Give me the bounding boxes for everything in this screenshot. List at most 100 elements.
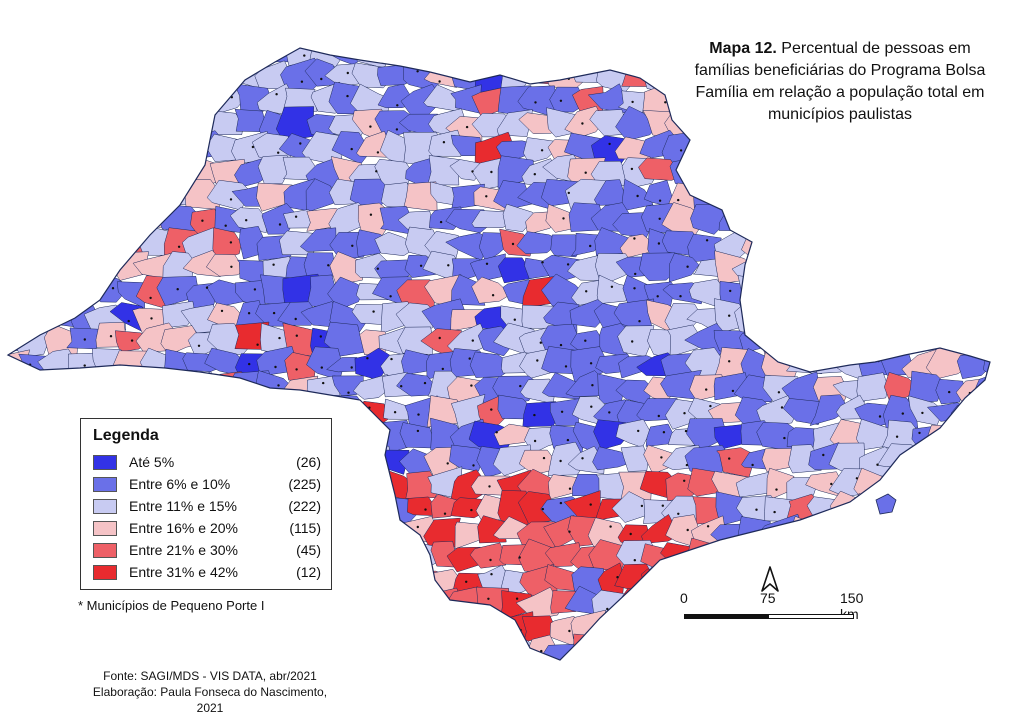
small-municipality-marker — [608, 411, 611, 414]
small-municipality-marker — [707, 655, 710, 658]
municipality-shape — [60, 369, 98, 400]
municipality-shape — [8, 587, 28, 621]
municipality-shape — [809, 298, 848, 323]
municipality-shape — [182, 62, 226, 94]
municipality-shape — [445, 660, 482, 692]
small-municipality-marker — [731, 389, 735, 393]
small-municipality-marker — [32, 264, 36, 268]
municipality-shape — [905, 180, 942, 211]
municipality-shape — [877, 131, 920, 162]
small-municipality-marker — [127, 191, 131, 194]
legend-item: Até 5% (26) — [93, 451, 321, 473]
small-municipality-marker — [968, 526, 971, 530]
small-municipality-marker — [256, 343, 259, 346]
municipality-shape — [925, 492, 972, 525]
small-municipality-marker — [948, 390, 951, 394]
municipality-shape — [179, 371, 219, 397]
small-municipality-marker — [875, 488, 878, 491]
small-municipality-marker — [177, 245, 181, 248]
legend: Legenda Até 5% (26) Entre 6% e 10% (225) Ent… — [80, 418, 332, 590]
ilha-bela-island — [875, 493, 897, 515]
municipality-shape — [810, 326, 851, 348]
small-municipality-marker — [245, 219, 248, 222]
small-municipality-marker — [924, 239, 927, 242]
small-municipality-marker — [31, 650, 34, 653]
municipality-shape — [815, 133, 845, 166]
municipality-shape — [8, 515, 27, 548]
municipality-shape — [761, 180, 804, 213]
small-municipality-marker — [585, 645, 589, 649]
legend-count: (12) — [296, 564, 321, 580]
small-municipality-marker — [855, 477, 859, 480]
municipality-shape — [687, 634, 726, 660]
small-municipality-marker — [851, 680, 853, 682]
small-municipality-marker — [443, 512, 447, 515]
small-municipality-marker — [130, 339, 134, 342]
small-municipality-marker — [683, 412, 686, 415]
small-municipality-marker — [12, 146, 15, 150]
small-municipality-marker — [1000, 577, 1002, 579]
small-municipality-marker — [686, 528, 689, 532]
municipality-shape — [8, 113, 31, 141]
municipality-shape — [927, 451, 965, 475]
municipality-shape — [787, 329, 823, 353]
municipality-shape — [570, 346, 609, 383]
small-municipality-marker — [8, 343, 11, 346]
small-municipality-marker — [679, 295, 682, 298]
municipality-shape — [975, 633, 990, 660]
small-municipality-marker — [472, 464, 475, 467]
small-municipality-marker — [874, 150, 878, 153]
small-municipality-marker — [9, 238, 12, 241]
municipality-shape — [15, 275, 56, 310]
municipality-shape — [87, 112, 130, 133]
municipality-shape — [621, 610, 657, 640]
municipality-shape — [141, 59, 178, 91]
small-municipality-marker — [875, 238, 878, 241]
small-municipality-marker — [369, 125, 372, 128]
small-municipality-marker — [826, 357, 829, 360]
small-municipality-marker — [728, 314, 731, 317]
small-municipality-marker — [733, 678, 735, 680]
small-municipality-marker — [10, 439, 13, 443]
municipality-shape — [500, 48, 538, 65]
municipality-shape — [669, 157, 703, 190]
municipality-shape — [40, 610, 78, 642]
small-municipality-marker — [685, 463, 689, 467]
small-municipality-marker — [127, 319, 130, 323]
small-municipality-marker — [709, 671, 711, 673]
municipality-shape — [398, 661, 442, 690]
municipality-shape — [325, 442, 371, 476]
small-municipality-marker — [533, 439, 537, 443]
small-municipality-marker — [278, 223, 282, 226]
small-municipality-marker — [346, 94, 349, 98]
small-municipality-marker — [347, 391, 350, 394]
municipality-shape — [929, 162, 968, 182]
municipality-shape — [900, 451, 948, 471]
small-municipality-marker — [230, 52, 233, 56]
small-municipality-marker — [83, 364, 86, 367]
municipality-shape — [277, 643, 316, 660]
municipality-shape — [882, 563, 923, 596]
municipality-shape — [839, 330, 868, 358]
municipality-shape — [472, 48, 506, 71]
municipality-shape — [665, 662, 703, 685]
small-municipality-marker — [589, 244, 592, 248]
small-municipality-marker — [447, 264, 450, 267]
small-municipality-marker — [798, 552, 802, 555]
small-municipality-marker — [376, 487, 379, 490]
municipality-shape — [852, 300, 894, 331]
small-municipality-marker — [103, 626, 106, 629]
municipality-shape — [159, 48, 201, 68]
small-municipality-marker — [443, 53, 446, 56]
small-municipality-marker — [585, 290, 588, 293]
small-municipality-marker — [376, 267, 379, 270]
municipality-shape — [44, 259, 78, 286]
small-municipality-marker — [728, 360, 731, 363]
municipality-shape — [907, 545, 945, 573]
municipality-shape — [881, 180, 917, 206]
municipality-shape — [980, 471, 990, 493]
small-municipality-marker — [966, 554, 969, 557]
municipality-shape — [17, 657, 56, 660]
municipality-shape — [326, 540, 367, 572]
municipality-shape — [444, 48, 487, 66]
